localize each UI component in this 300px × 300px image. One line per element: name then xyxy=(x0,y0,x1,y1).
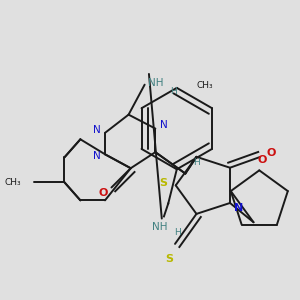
Text: H: H xyxy=(175,228,181,237)
Text: NH: NH xyxy=(148,77,163,88)
Text: CH₃: CH₃ xyxy=(196,81,213,90)
Text: CH₃: CH₃ xyxy=(5,178,21,187)
Text: O: O xyxy=(266,148,275,158)
Text: O: O xyxy=(98,188,108,198)
Text: N: N xyxy=(93,152,100,161)
Text: H: H xyxy=(170,87,177,96)
Text: S: S xyxy=(166,254,174,264)
Text: NH: NH xyxy=(152,222,167,232)
Text: N: N xyxy=(160,120,168,130)
Text: O: O xyxy=(258,154,267,165)
Text: S: S xyxy=(159,178,167,188)
Text: N: N xyxy=(93,124,100,135)
Text: N: N xyxy=(234,203,243,213)
Text: H: H xyxy=(193,158,200,167)
